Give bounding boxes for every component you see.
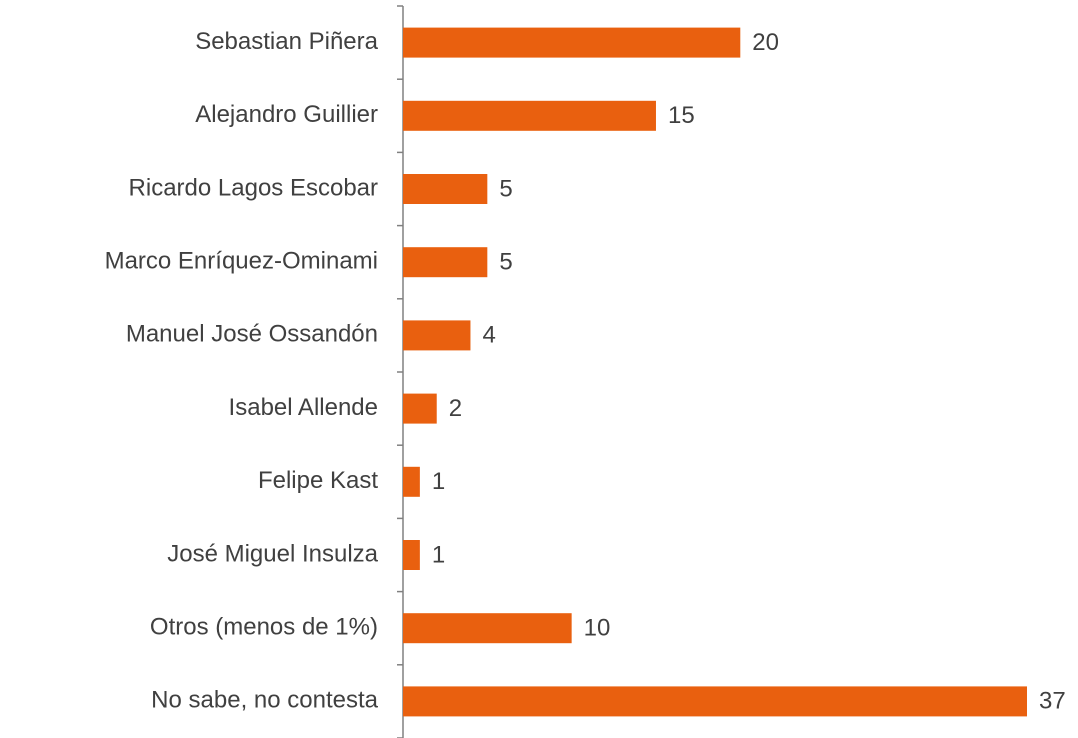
- bar: [403, 686, 1027, 717]
- value-label: 15: [668, 102, 695, 129]
- y-tick-label: Felipe Kast: [258, 467, 378, 494]
- bar: [403, 27, 741, 58]
- value-label: 2: [449, 395, 462, 422]
- y-tick-label: Marco Enríquez-Ominami: [105, 248, 378, 275]
- value-label: 1: [432, 468, 445, 495]
- value-label: 5: [499, 175, 512, 202]
- value-label: 4: [482, 322, 495, 349]
- y-tick-label: José Miguel Insulza: [167, 540, 378, 567]
- value-label: 20: [752, 29, 779, 56]
- value-label: 5: [499, 249, 512, 276]
- bar: [403, 613, 572, 644]
- bar: [403, 320, 471, 351]
- y-tick-label: Sebastian Piñera: [195, 28, 378, 55]
- y-tick-label: No sabe, no contesta: [151, 687, 378, 714]
- y-tick-label: Manuel José Ossandón: [126, 321, 378, 348]
- value-label: 37: [1039, 688, 1066, 715]
- bar: [403, 393, 437, 424]
- value-label: 1: [432, 541, 445, 568]
- y-tick-label: Ricardo Lagos Escobar: [129, 174, 378, 201]
- bar: [403, 100, 656, 131]
- bar: [403, 466, 420, 497]
- value-label: 10: [584, 615, 611, 642]
- y-tick-label: Alejandro Guillier: [195, 101, 378, 128]
- bar: [403, 540, 420, 570]
- y-tick-label: Isabel Allende: [229, 394, 378, 421]
- bar: [403, 247, 488, 278]
- y-tick-label: Otros (menos de 1%): [150, 614, 378, 641]
- bar: [403, 174, 488, 204]
